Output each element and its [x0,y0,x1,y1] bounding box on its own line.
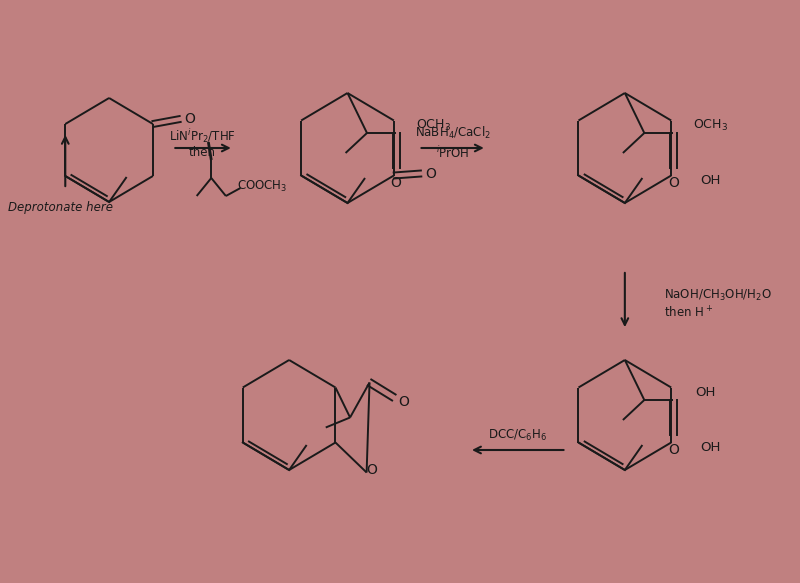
Text: $^i$PrOH: $^i$PrOH [436,145,470,161]
Text: O: O [668,443,679,457]
Text: OH: OH [700,174,721,187]
Text: O: O [366,463,377,477]
Text: DCC/C$_6$H$_6$: DCC/C$_6$H$_6$ [488,427,547,442]
Text: O: O [185,112,195,126]
Text: O: O [398,395,409,409]
Text: Deprotonate here: Deprotonate here [8,201,113,213]
Text: OH: OH [700,441,721,454]
Text: then: then [189,146,216,159]
Text: COOCH$_3$: COOCH$_3$ [237,178,287,194]
Text: OH: OH [695,385,715,399]
Text: NaOH/CH$_3$OH/H$_2$O: NaOH/CH$_3$OH/H$_2$O [664,287,771,303]
Text: O: O [668,176,679,190]
Text: LiN$^i$Pr$_2$/THF: LiN$^i$Pr$_2$/THF [169,127,236,145]
Text: NaBH$_4$/CaCl$_2$: NaBH$_4$/CaCl$_2$ [414,125,490,141]
Text: O: O [390,176,402,190]
Text: then H$^+$: then H$^+$ [664,305,713,321]
Text: O: O [426,167,436,181]
Text: OCH$_3$: OCH$_3$ [693,117,728,132]
Text: OCH$_3$: OCH$_3$ [416,117,450,132]
